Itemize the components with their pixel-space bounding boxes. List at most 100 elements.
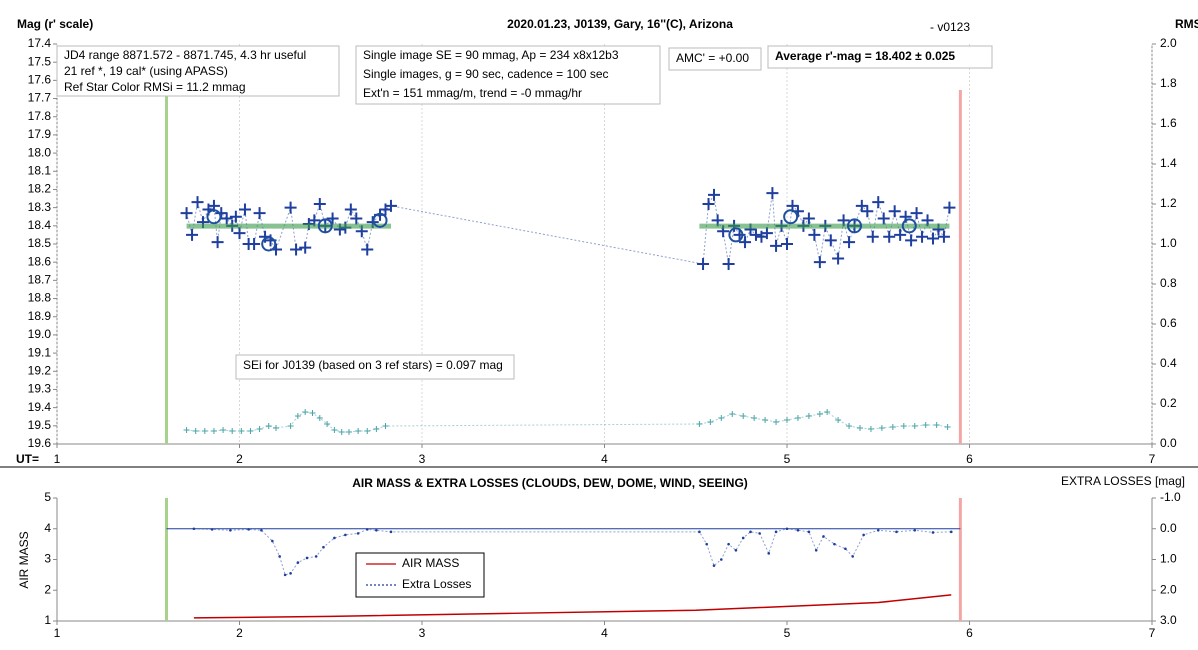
y-tick-label: 19.3	[28, 382, 52, 396]
y-tick-label: 18.0	[28, 145, 52, 159]
data-point	[739, 236, 752, 249]
annotation-text: Ext'n = 151 mmag/m, trend = -0 mmag/hr	[363, 86, 582, 100]
data-point	[933, 422, 940, 428]
y2-tick-label: 0.0	[1160, 521, 1177, 535]
y-tick-label: 3	[44, 552, 51, 566]
data-point	[389, 530, 393, 534]
data-point	[364, 428, 371, 434]
data-point	[314, 555, 318, 558]
data-point	[247, 528, 250, 531]
y-tick-label: 19.2	[28, 363, 52, 377]
data-point	[299, 241, 312, 254]
data-point	[712, 564, 716, 567]
data-point	[326, 212, 339, 225]
x-tick-label: 3	[419, 452, 426, 466]
data-point	[888, 205, 901, 218]
data-point	[333, 536, 336, 540]
data-point	[705, 542, 708, 546]
data-point	[305, 556, 309, 560]
y2-tick-label: 0.8	[1160, 276, 1177, 290]
data-point	[356, 532, 360, 535]
data-point	[944, 424, 951, 430]
data-point	[783, 209, 799, 225]
series-line	[193, 594, 952, 619]
y2-axis-label: RMS i	[1175, 17, 1198, 31]
annotation-box	[56, 45, 340, 97]
data-point	[877, 212, 890, 225]
y-tick-label: 19.1	[28, 345, 52, 359]
data-point	[762, 417, 769, 423]
data-point	[722, 258, 735, 270]
data-point	[290, 243, 303, 256]
data-point	[734, 548, 738, 552]
y-tick-label: 17.4	[28, 36, 52, 50]
y-tick-label: 2	[44, 582, 51, 596]
data-point	[375, 528, 378, 532]
data-point	[191, 196, 204, 209]
data-point	[229, 428, 236, 434]
data-point	[767, 552, 771, 555]
annotation-box	[767, 45, 993, 69]
y-tick-label: 19.6	[28, 436, 52, 450]
y-tick-label: 18.3	[28, 200, 52, 214]
data-point	[766, 187, 779, 200]
data-point	[784, 417, 790, 423]
y2-tick-label: 1.8	[1160, 76, 1177, 90]
data-point	[287, 423, 294, 429]
data-point	[302, 409, 309, 415]
data-point	[816, 411, 823, 417]
data-point	[355, 428, 362, 434]
chart-title: AIR MASS & EXTRA LOSSES (CLOUDS, DEW, DO…	[352, 476, 748, 490]
data-point	[260, 528, 263, 532]
data-point	[807, 530, 811, 534]
data-point	[905, 234, 918, 247]
data-point	[802, 212, 815, 225]
data-point	[822, 535, 825, 538]
data-point	[346, 429, 352, 435]
data-point	[773, 419, 780, 425]
y2-tick-label: 0.2	[1160, 396, 1177, 410]
data-point	[943, 201, 956, 214]
data-point	[883, 230, 896, 243]
annotation-text: 21 ref *, 19 cal* (using APASS)	[64, 64, 228, 78]
data-point	[265, 423, 272, 429]
y-tick-label: 18.2	[28, 182, 52, 196]
y-tick-label: 17.5	[28, 54, 52, 68]
x-tick-label: 3	[419, 626, 426, 640]
data-point	[844, 547, 847, 551]
chart-subtitle: - v0123	[930, 20, 970, 34]
data-point	[278, 555, 281, 558]
data-point	[749, 228, 762, 241]
y2-axis-label: EXTRA LOSSES [mag]	[1061, 474, 1185, 488]
data-point	[283, 573, 287, 577]
legend-box	[355, 552, 485, 598]
data-point	[937, 230, 950, 243]
data-point	[309, 410, 316, 416]
data-point	[324, 421, 331, 427]
data-point	[247, 428, 254, 434]
data-point	[729, 411, 736, 417]
data-point	[361, 243, 374, 256]
data-point	[344, 203, 357, 216]
data-point	[894, 228, 907, 241]
data-point	[331, 427, 338, 433]
data-point	[707, 419, 714, 425]
data-point	[889, 424, 896, 430]
y-axis-label: AIR MASS	[17, 531, 31, 588]
data-point	[192, 527, 196, 531]
data-point	[229, 528, 232, 532]
y2-tick-label: 2.0	[1160, 36, 1177, 50]
x-tick-label: 7	[1149, 626, 1156, 640]
annotation-text: Average r'-mag = 18.402 ± 0.025	[775, 49, 955, 63]
data-point	[296, 561, 300, 564]
data-point	[350, 212, 363, 225]
data-point	[192, 428, 199, 434]
data-point	[847, 218, 863, 234]
x-tick-label: 6	[966, 626, 973, 640]
data-point	[284, 201, 297, 214]
data-point	[322, 545, 325, 549]
data-point	[758, 532, 761, 535]
x-tick-label: 2	[236, 452, 243, 466]
x-tick-label: 7	[1149, 452, 1156, 466]
data-point	[201, 428, 208, 434]
